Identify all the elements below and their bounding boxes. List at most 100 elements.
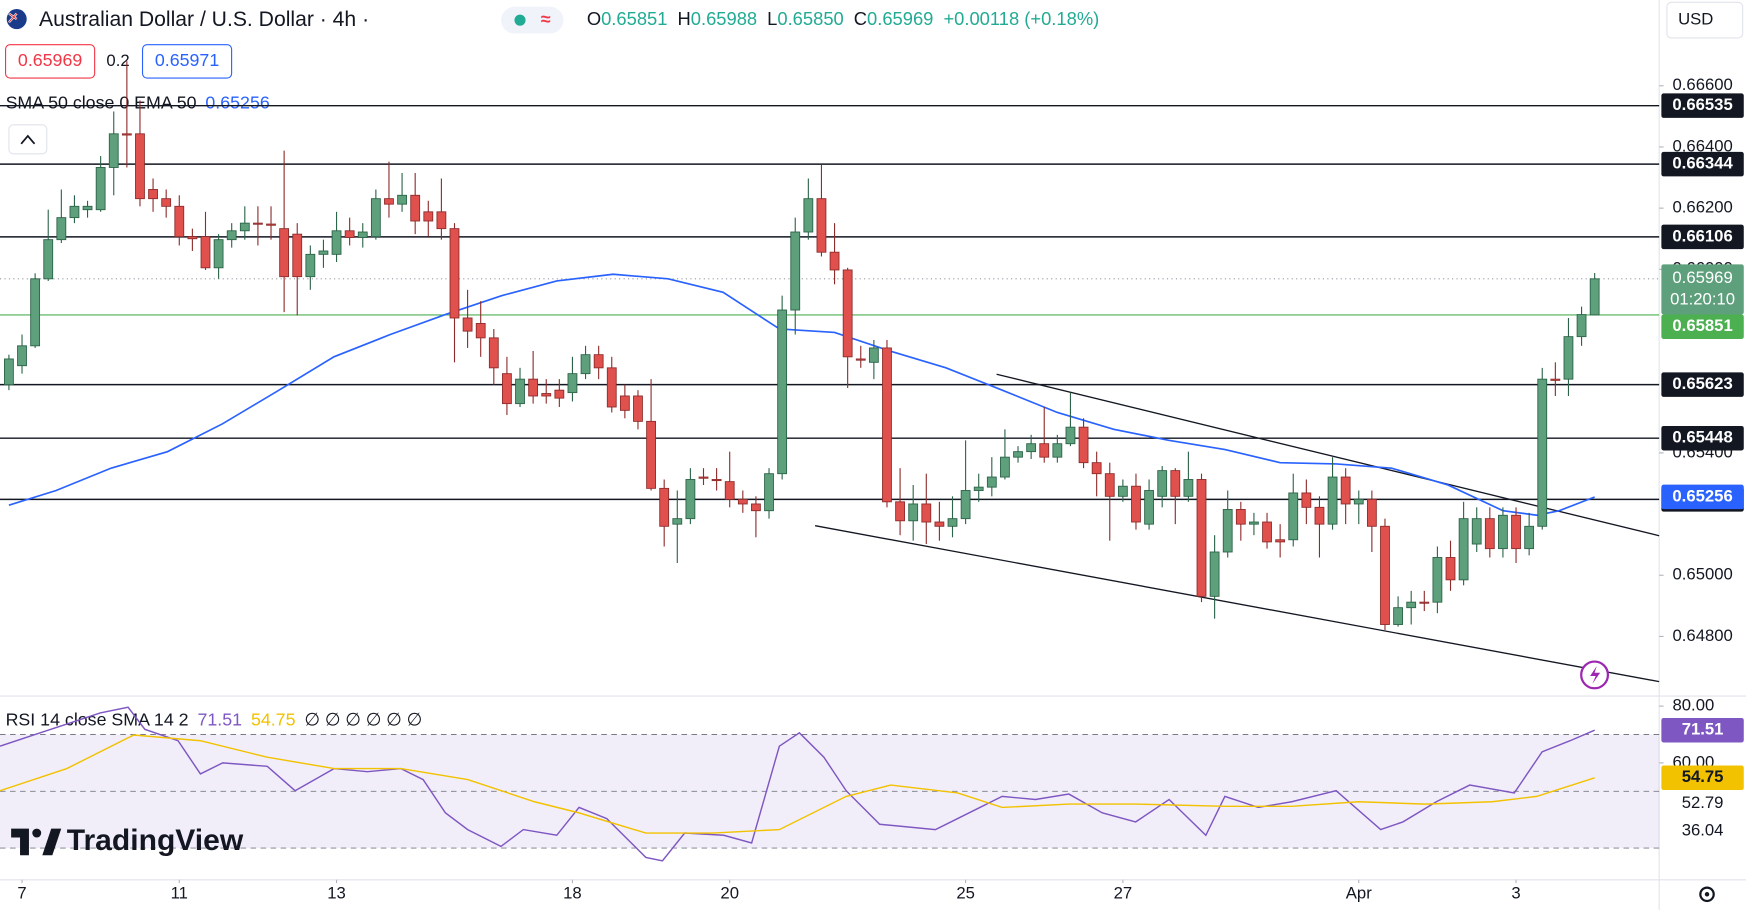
x-tick-label: 13 [327,884,346,903]
sell-box[interactable] [5,44,96,79]
candle-body [1209,551,1220,597]
x-tick-label: 3 [1511,884,1520,903]
candle-body [1498,514,1508,550]
candle-body [357,231,368,238]
x-tick-label: 18 [563,884,582,903]
candle-body [659,487,670,527]
rsi-extra-label: 36.04 [1682,820,1724,839]
candle-body [1380,525,1390,625]
candle-body [1222,509,1233,553]
indicator-label: SMA 50 close 0 EMA 50 [6,92,197,112]
candle-body [1524,525,1535,550]
candle-body [344,230,355,238]
candle-body [121,133,132,136]
rsi-extra-label: 52.79 [1682,793,1724,812]
candle-body [593,354,604,369]
candle-body [1484,518,1495,550]
candle-body [1288,492,1299,541]
candle-body [1550,378,1561,381]
candle-body [4,358,14,386]
candle-body [1262,521,1272,543]
candle-body [895,501,905,522]
open-price-badge-bg [1661,314,1744,339]
candle-body [1183,479,1194,497]
candle-body [934,521,945,527]
candle-body [921,503,932,523]
trend-line [996,373,1660,537]
candle-body [1078,426,1089,464]
candle-body [1117,485,1128,497]
candle-body [1196,479,1207,597]
indicator-legend: SMA 50 close 0 EMA 50 0.65256 [6,92,270,112]
candle-body [449,228,460,319]
candle-body [1013,451,1023,458]
level-badge: 0.65623 [1672,374,1732,393]
bid-price[interactable]: 0.65969 [18,50,82,70]
candle-body [148,189,158,200]
flag-icon [6,9,27,30]
currency-button[interactable] [1666,1,1744,39]
candle-body [108,133,119,168]
rsi-label: RSI 14 close SMA 14 2 [6,709,189,729]
candle-body [816,198,827,253]
candle-body [239,222,250,232]
x-tick-label: 7 [17,884,26,903]
candle-body [698,476,709,479]
rsi-badge: 71.51 [1682,720,1724,739]
candle-body [829,251,840,271]
ohlc-value: 0.65969 [867,8,933,29]
candle-body [384,198,394,205]
alert-icon[interactable] [1580,660,1610,690]
ohlc-value: 0.65851 [601,8,667,29]
level-badge: 0.66344 [1672,154,1733,173]
ask-price[interactable]: 0.65971 [155,50,219,70]
market-status[interactable]: ≈ [501,6,564,34]
ema-badge-bg [1661,484,1744,510]
candle-body [764,473,774,512]
candle-body [737,498,748,505]
candle-body [777,309,788,475]
ohlc-value: 0.65988 [691,8,757,29]
rsi-legend: RSI 14 close SMA 14 2 71.51 54.75 ∅ ∅ ∅ ∅ ∅… [6,709,423,729]
currency[interactable]: USD [1678,10,1713,29]
candle-body [305,253,316,278]
ema-badge: 0.65256 [1672,486,1732,505]
candle-body [1065,426,1076,445]
candle-body [515,378,525,405]
candle-body [1393,607,1403,625]
candle-body [619,395,630,411]
candle-body [279,228,290,278]
level-badge-bg [1661,93,1744,118]
candle-body [803,198,814,233]
x-tick-label: 20 [720,884,739,903]
candle-body [17,345,27,367]
candle-body [751,503,761,512]
candle-body [475,323,486,339]
candle-body [161,198,172,207]
candle-body [1458,518,1469,581]
ohlc-legend: O0.65851 H0.65988 L0.65850 C0.65969 +0.00118… [587,8,1099,29]
settings-icon[interactable] [1699,886,1715,903]
candle-body [1052,443,1063,458]
candle-body [1576,314,1587,338]
rsi-extra-bg [1661,818,1744,844]
candle-body [672,518,683,525]
rsi-band [0,734,1660,849]
candle-body [318,250,329,255]
rsi-sma-value: 54.75 [251,709,296,729]
candle-body [1327,476,1338,525]
candle-body [1419,601,1430,604]
buy-box[interactable] [141,44,233,79]
x-tick-label: 11 [171,884,188,903]
ema-value: 0.65256 [205,92,269,112]
candle-body [502,373,512,405]
candle-body [410,194,421,222]
ohlc-key: C [854,8,867,29]
candle-body [1537,378,1548,527]
level-badge-bg [1661,151,1744,177]
ohlc-key: L [767,8,777,29]
collapse-button[interactable] [8,124,48,155]
candle-body [1131,485,1141,523]
